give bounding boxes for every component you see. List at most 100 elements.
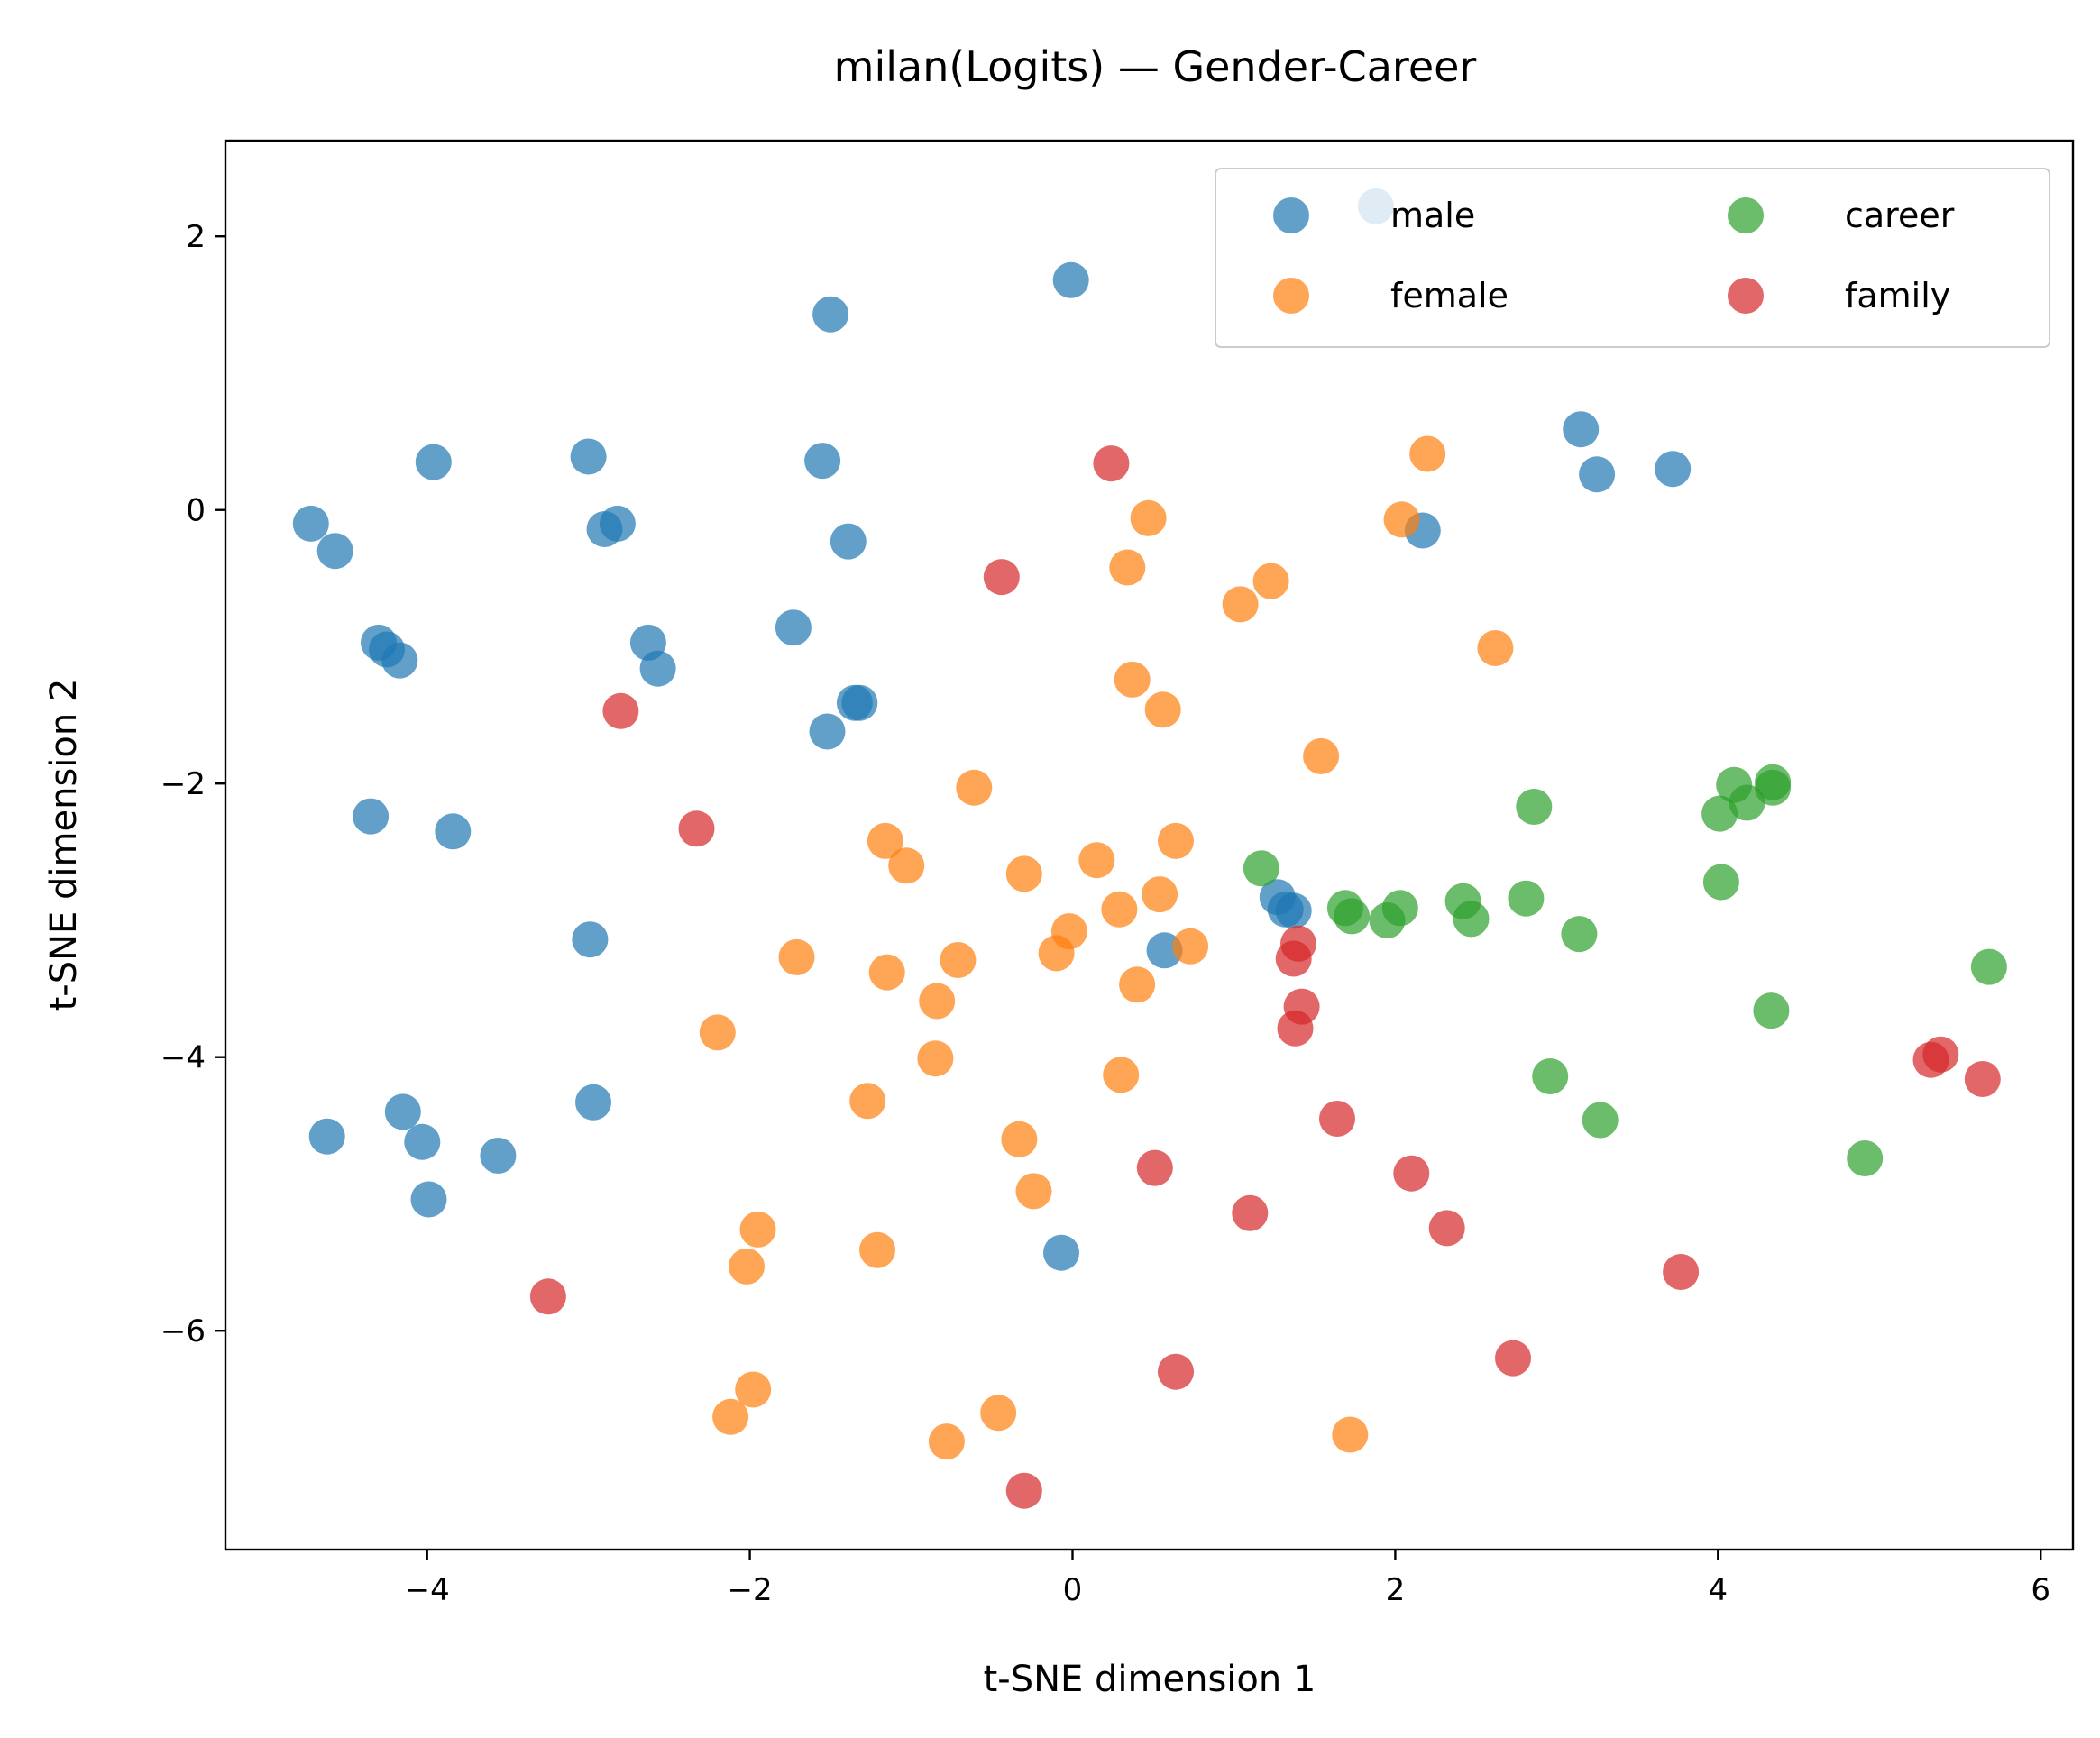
y-tick-label: −2 <box>160 766 206 802</box>
point-female-8 <box>1144 691 1181 728</box>
x-tick-label: 6 <box>2031 1572 2050 1608</box>
y-tick-label: −6 <box>160 1313 206 1349</box>
point-female-10 <box>956 769 993 806</box>
point-career-10 <box>1701 795 1738 832</box>
point-male-1 <box>1052 261 1089 298</box>
point-career-2 <box>1334 898 1371 935</box>
point-female-27 <box>917 1040 954 1077</box>
legend-label-family: family <box>1845 276 1950 316</box>
legend-label-male: male <box>1390 196 1475 235</box>
point-female-26 <box>699 1014 736 1051</box>
point-career-20 <box>1847 1140 1884 1176</box>
legend-marker-family <box>1728 278 1764 314</box>
point-male-9 <box>599 505 636 542</box>
point-family-18 <box>1922 1036 1959 1073</box>
point-female-9 <box>1303 737 1340 774</box>
point-female-36 <box>712 1398 749 1435</box>
point-female-11 <box>867 822 903 859</box>
point-female-39 <box>1332 1416 1369 1453</box>
point-male-29 <box>1275 892 1312 929</box>
point-male-26 <box>572 921 609 958</box>
point-career-16 <box>1753 992 1790 1029</box>
point-family-15 <box>1495 1340 1531 1377</box>
point-career-19 <box>1582 1102 1619 1139</box>
points-layer <box>292 188 2007 1509</box>
point-female-20 <box>1172 928 1209 965</box>
point-career-6 <box>1453 901 1490 938</box>
point-female-37 <box>980 1395 1017 1432</box>
y-tick-label: −4 <box>160 1040 206 1076</box>
point-female-29 <box>849 1083 886 1120</box>
point-female-0 <box>1409 435 1446 472</box>
point-male-35 <box>480 1138 517 1174</box>
y-tick-label: 0 <box>186 493 206 529</box>
point-male-21 <box>1579 456 1616 493</box>
point-female-38 <box>928 1423 965 1460</box>
legend-marker-male <box>1273 197 1309 233</box>
point-male-34 <box>404 1123 441 1160</box>
point-career-15 <box>1702 864 1739 901</box>
point-female-22 <box>868 954 905 991</box>
x-tick-label: −2 <box>728 1572 773 1608</box>
point-family-9 <box>1136 1149 1173 1186</box>
point-male-24 <box>353 798 390 835</box>
point-male-36 <box>410 1181 447 1218</box>
point-career-17 <box>1970 948 2007 985</box>
legend-frame <box>1215 168 2050 348</box>
point-career-7 <box>1508 880 1545 917</box>
point-female-32 <box>739 1211 776 1248</box>
point-career-18 <box>1532 1058 1569 1094</box>
point-male-22 <box>1655 451 1692 488</box>
point-family-19 <box>1964 1061 2001 1097</box>
point-female-33 <box>729 1248 765 1285</box>
y-axis-ticks: −6 −4 −2 0 2 <box>160 219 225 1349</box>
point-male-37 <box>1043 1234 1079 1271</box>
point-female-4 <box>1252 563 1289 599</box>
point-career-0 <box>1243 850 1279 887</box>
x-tick-label: 0 <box>1063 1572 1083 1608</box>
point-male-4 <box>570 438 607 475</box>
point-family-20 <box>1005 1472 1042 1509</box>
point-female-23 <box>940 942 977 978</box>
point-female-16 <box>1142 876 1178 913</box>
point-female-14 <box>1005 855 1042 892</box>
legend-marker-female <box>1273 278 1309 314</box>
point-female-17 <box>1101 891 1138 928</box>
point-male-20 <box>1563 411 1600 448</box>
x-tick-label: 4 <box>1708 1572 1728 1608</box>
point-female-5 <box>1222 586 1259 623</box>
point-female-2 <box>1130 499 1167 536</box>
point-female-25 <box>1119 966 1156 1003</box>
point-male-6 <box>292 505 329 542</box>
point-female-6 <box>1477 630 1514 666</box>
point-family-16 <box>1663 1254 1700 1290</box>
point-female-12 <box>888 847 925 884</box>
point-male-31 <box>575 1084 611 1121</box>
point-male-2 <box>812 296 849 333</box>
point-female-15 <box>1158 822 1194 859</box>
point-female-28 <box>1103 1057 1140 1093</box>
point-career-14 <box>1755 769 1792 806</box>
point-female-24 <box>919 983 956 1020</box>
point-family-11 <box>1393 1155 1430 1192</box>
chart-title: milan(Logits) — Gender-Career <box>834 42 1477 91</box>
x-tick-label: 2 <box>1386 1572 1406 1608</box>
legend-items: male female career family <box>1273 196 1955 316</box>
point-family-0 <box>1093 445 1130 482</box>
legend-marker-career <box>1728 197 1764 233</box>
point-female-7 <box>1114 661 1151 698</box>
point-female-35 <box>735 1371 772 1408</box>
point-female-19 <box>1038 935 1075 972</box>
point-career-9 <box>1561 916 1598 953</box>
point-male-33 <box>384 1093 421 1130</box>
point-family-12 <box>1428 1210 1465 1247</box>
x-axis-ticks: −4 −2 0 2 4 6 <box>405 1550 2050 1608</box>
point-female-3 <box>1109 549 1146 586</box>
y-tick-label: 2 <box>186 219 206 255</box>
legend-label-female: female <box>1390 276 1509 316</box>
y-axis-label: t-SNE dimension 2 <box>43 679 85 1011</box>
point-male-7 <box>316 533 353 570</box>
point-family-3 <box>678 810 715 847</box>
point-male-15 <box>639 650 676 687</box>
